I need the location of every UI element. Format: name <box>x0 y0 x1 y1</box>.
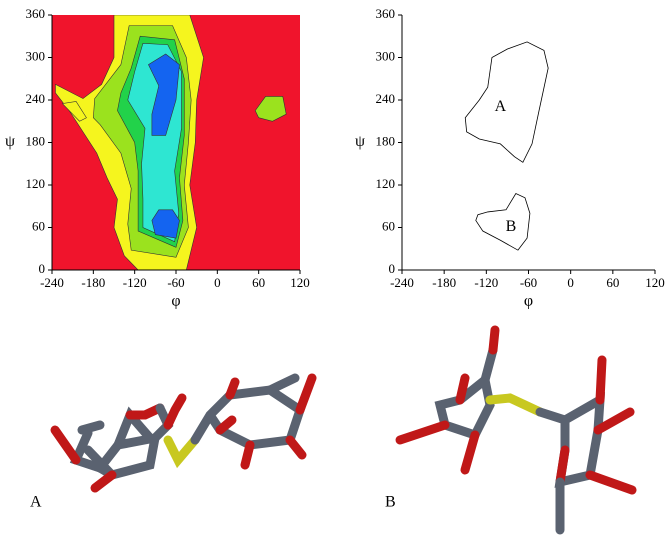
y-tick-label: 0 <box>389 261 396 276</box>
x-axis-label: φ <box>524 293 533 310</box>
x-tick-label: -240 <box>390 275 414 290</box>
y-tick-label: 120 <box>376 176 396 191</box>
x-tick-label: -120 <box>123 275 147 290</box>
molecule-a <box>55 378 312 488</box>
x-axis-label: φ <box>171 293 180 310</box>
contour-region <box>152 210 180 238</box>
y-tick-label: 0 <box>39 261 46 276</box>
y-tick-label: 60 <box>382 218 395 233</box>
x-tick-label: -60 <box>520 275 537 290</box>
chart: A B -240 -180 -120 -60 0 60 120 0 60 120 180 240 300 36… <box>355 6 665 310</box>
contour-outline <box>465 42 548 162</box>
x-tick-label: 0 <box>214 275 221 290</box>
x-tick-label: -180 <box>432 275 456 290</box>
molecule-b <box>400 330 632 530</box>
x-tick-label: 60 <box>606 275 619 290</box>
y-axis-label: ψ <box>355 133 365 150</box>
panel-label: B <box>385 494 396 511</box>
y-tick-label: 240 <box>376 91 396 106</box>
x-tick-label: 120 <box>290 275 310 290</box>
x-tick-label: -240 <box>40 275 64 290</box>
y-tick-label: 360 <box>376 6 396 21</box>
y-tick-label: 180 <box>376 133 396 148</box>
region-label: B <box>506 218 517 235</box>
x-tick-label: -180 <box>81 275 105 290</box>
y-tick-label: 180 <box>26 133 46 148</box>
x-tick-label: 60 <box>252 275 265 290</box>
y-tick-label: 300 <box>26 48 46 63</box>
x-tick-label: 0 <box>567 275 574 290</box>
plot-area <box>52 15 300 270</box>
chart: -240 -180 -120 -60 0 60 120 0 60 120 180 240 300 360 φ… <box>5 6 310 310</box>
contour-outline <box>476 194 530 251</box>
y-tick-label: 240 <box>26 91 46 106</box>
y-tick-label: 60 <box>32 218 45 233</box>
panel-label: A <box>30 494 42 511</box>
y-tick-label: 360 <box>26 6 46 21</box>
x-tick-label: 120 <box>645 275 665 290</box>
region-label: A <box>495 98 507 115</box>
y-axis-label: ψ <box>5 133 15 150</box>
x-tick-label: -60 <box>167 275 184 290</box>
x-tick-label: -120 <box>474 275 498 290</box>
y-tick-label: 300 <box>376 48 396 63</box>
y-tick-label: 120 <box>26 176 46 191</box>
figure: A B -240 -180 -120 -60 0 60 120 0 60 120 180 240 300… <box>0 0 668 536</box>
